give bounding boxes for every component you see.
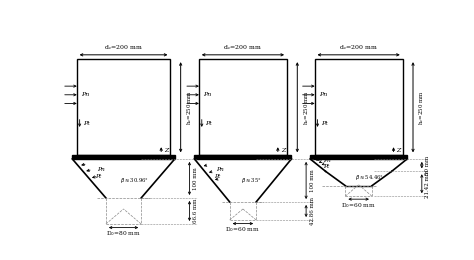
Text: Pt: Pt (214, 174, 220, 179)
Text: D$_0$=60 mm: D$_0$=60 mm (226, 225, 260, 234)
Text: Z: Z (281, 148, 285, 153)
Text: Z: Z (396, 148, 401, 153)
Text: Pn: Pn (319, 92, 327, 97)
Bar (199, 59, 287, 155)
Text: Pt: Pt (321, 121, 328, 126)
Text: d$_c$=200 mm: d$_c$=200 mm (223, 43, 263, 53)
Text: $\beta$$\approx$54.46°: $\beta$$\approx$54.46° (355, 173, 384, 181)
Text: Pt: Pt (95, 174, 101, 179)
Text: 42.86 mm: 42.86 mm (310, 197, 315, 225)
Text: 21.42 mm: 21.42 mm (426, 170, 430, 198)
Text: 66.6 mm: 66.6 mm (193, 199, 198, 223)
Text: $\beta$$\approx$35°: $\beta$$\approx$35° (241, 176, 262, 185)
Text: Pt: Pt (205, 121, 212, 126)
Text: h$_c$=250 mm: h$_c$=250 mm (301, 90, 310, 125)
Text: 100 mm: 100 mm (193, 167, 198, 190)
Text: h$_c$=250 mm: h$_c$=250 mm (418, 90, 426, 125)
Bar (194, 155, 292, 159)
Text: Pt: Pt (323, 164, 329, 169)
Text: D$_0$=80 mm: D$_0$=80 mm (106, 229, 141, 238)
Text: 100 mm: 100 mm (310, 169, 315, 192)
Text: 50 mm: 50 mm (426, 155, 430, 175)
Text: d$_c$=200 mm: d$_c$=200 mm (104, 43, 143, 53)
Text: d$_c$=200 mm: d$_c$=200 mm (339, 43, 378, 53)
Text: h$_c$=250 mm: h$_c$=250 mm (185, 90, 194, 125)
Text: Pn: Pn (81, 92, 90, 97)
Text: D$_0$=60 mm: D$_0$=60 mm (341, 201, 376, 210)
Text: Pt: Pt (83, 121, 90, 126)
Text: Pn: Pn (323, 158, 330, 163)
Text: Pn: Pn (203, 92, 211, 97)
Bar (73, 155, 175, 159)
Bar (315, 59, 403, 155)
Text: Pn: Pn (97, 167, 104, 172)
Text: Pn: Pn (216, 167, 224, 172)
Bar (310, 155, 407, 159)
Text: Z: Z (164, 148, 168, 153)
Text: $\beta$$\approx$30.96°: $\beta$$\approx$30.96° (120, 176, 149, 185)
Bar (77, 59, 170, 155)
